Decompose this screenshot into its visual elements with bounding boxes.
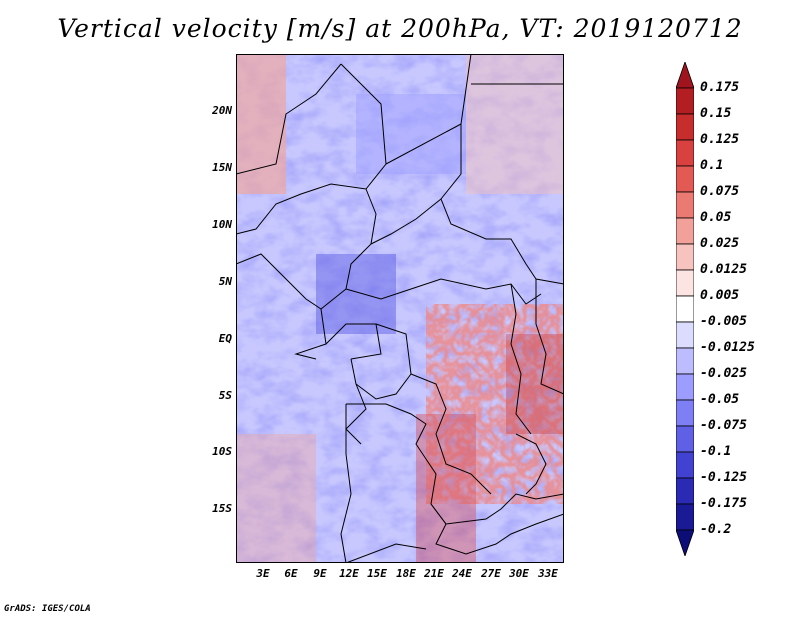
colorbar-swatch (676, 347, 694, 375)
colorbar-swatch (676, 321, 694, 349)
lat-label-10s: 10S (212, 445, 232, 458)
colorbar-label: -0.0125 (700, 340, 755, 355)
colorbar-label: -0.2 (700, 522, 732, 537)
colorbar-swatch (676, 295, 694, 323)
colorbar (676, 62, 694, 556)
lon-label-3e: 3E (256, 567, 270, 580)
colorbar-label: 0.075 (700, 184, 740, 199)
colorbar-swatch (676, 243, 694, 271)
lat-label-20n: 20N (212, 104, 232, 117)
colorbar-label: -0.05 (700, 392, 740, 407)
colorbar-swatch (676, 451, 694, 479)
colorbar-label: -0.175 (700, 496, 747, 511)
colorbar-swatch (676, 425, 694, 453)
colorbar-label: -0.1 (700, 444, 732, 459)
colorbar-label: 0.05 (700, 210, 732, 225)
colorbar-swatch (676, 269, 694, 297)
lon-label-15e: 15E (367, 567, 387, 580)
lon-label-21e: 21E (424, 567, 444, 580)
lat-label-5n: 5N (218, 275, 232, 288)
colorbar-swatch (676, 87, 694, 115)
colorbar-label: -0.005 (700, 314, 747, 329)
colorbar-label: 0.005 (700, 288, 740, 303)
lat-label-15n: 15N (212, 161, 232, 174)
colorbar-swatch (676, 373, 694, 401)
grads-credit: GrADS: IGES/COLA (4, 604, 91, 614)
colorbar-swatch (676, 191, 694, 219)
colorbar-label: -0.075 (700, 418, 747, 433)
lon-label-27e: 27E (481, 567, 501, 580)
chart-title: Vertical velocity [m/s] at 200hPa, VT: 2… (57, 14, 743, 43)
colorbar-swatch (676, 503, 694, 531)
map-panel (236, 54, 564, 563)
colorbar-label: 0.15 (700, 106, 732, 121)
lat-label-10n: 10N (212, 218, 232, 231)
vertical-velocity-field (236, 54, 564, 563)
colorbar-label: 0.1 (700, 158, 724, 173)
colorbar-swatch (676, 165, 694, 193)
lon-label-33e: 33E (538, 567, 558, 580)
colorbar-label: -0.025 (700, 366, 747, 381)
lat-label-eq: EQ (218, 332, 232, 345)
colorbar-label: 0.175 (700, 80, 740, 95)
colorbar-swatch (676, 477, 694, 505)
colorbar-swatch (676, 113, 694, 141)
lon-label-24e: 24E (452, 567, 472, 580)
colorbar-label: 0.125 (700, 132, 740, 147)
colorbar-label: -0.125 (700, 470, 747, 485)
lon-label-18e: 18E (396, 567, 416, 580)
colorbar-swatch (676, 399, 694, 427)
lon-label-6e: 6E (284, 567, 298, 580)
colorbar-swatch (676, 139, 694, 167)
lon-label-30e: 30E (509, 567, 529, 580)
lon-label-9e: 9E (313, 567, 327, 580)
colorbar-swatch (676, 62, 694, 89)
colorbar-swatch (676, 529, 694, 556)
lon-label-12e: 12E (339, 567, 359, 580)
colorbar-label: 0.0125 (700, 262, 747, 277)
colorbar-swatch (676, 217, 694, 245)
lat-label-15s: 15S (212, 502, 232, 515)
lat-label-5s: 5S (218, 389, 232, 402)
colorbar-label: 0.025 (700, 236, 740, 251)
